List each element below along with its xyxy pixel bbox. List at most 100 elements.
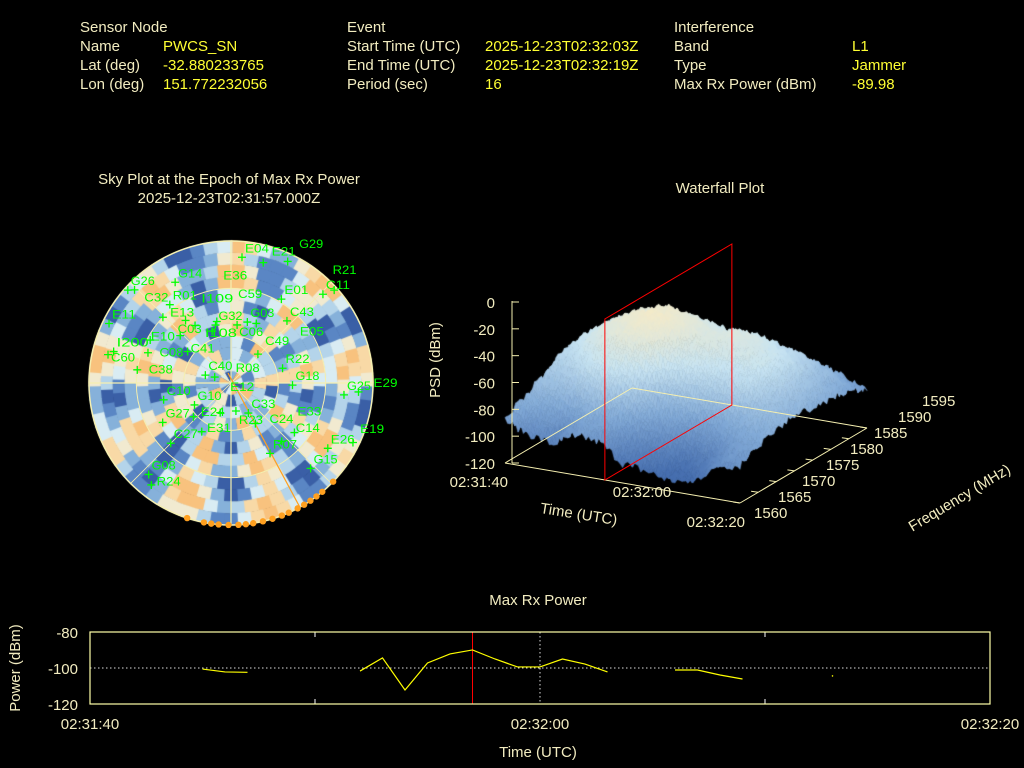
satellite-label: C32 [144, 290, 168, 304]
satellite-label: G25 [347, 379, 371, 393]
satellite-marker [318, 290, 327, 299]
interference-title: Interference [674, 19, 755, 36]
freq-tick-label: 1565 [778, 489, 811, 506]
satellite-label: R01 [173, 289, 197, 303]
freq-tick [823, 447, 831, 450]
plot-frame [89, 631, 991, 705]
satellite-label: E24 [201, 405, 225, 419]
max-power-chart-title: Max Rx Power [489, 592, 587, 609]
lat-label: Lat (deg) [80, 57, 141, 74]
satellite-marker [197, 427, 206, 436]
azimuth-spoke [230, 282, 332, 384]
satellite-label: R21 [333, 263, 357, 277]
satellite-marker [171, 278, 180, 287]
freq-tick-label: 1560 [754, 505, 787, 522]
satellite-label: C10 [167, 384, 191, 398]
period-value: 16 [485, 76, 502, 93]
power-line-segment [359, 649, 608, 691]
period-label: Period (sec) [347, 76, 428, 93]
jammer-marker [285, 509, 292, 516]
satellite-marker [210, 373, 219, 382]
satellite-label: G29 [299, 237, 323, 251]
satellite-label: E12 [230, 380, 254, 394]
satellite-label: C49 [265, 334, 289, 348]
satellite-label: G26 [131, 274, 155, 288]
azimuth-spoke [130, 382, 232, 484]
name-label: Name [80, 38, 121, 55]
jammer-marker [294, 505, 301, 512]
satellite-marker [231, 406, 240, 415]
x-tick-label: 02:32:00 [511, 716, 569, 733]
satellite-marker [290, 428, 299, 437]
satellite-label: C41 [191, 341, 215, 355]
satellite-marker [208, 327, 217, 336]
satellite-marker [143, 348, 152, 357]
jammer-marker [300, 501, 308, 508]
power-line-segment [202, 668, 248, 673]
freq-tick-label: 1570 [802, 473, 835, 490]
x-tick-label: 02:31:40 [61, 716, 119, 733]
z-tick-label: -20 [473, 322, 495, 339]
power-line-segment [675, 669, 743, 680]
y-tick-label: -80 [56, 625, 78, 642]
event-title: Event [347, 19, 386, 36]
epoch-marker-plane [604, 243, 733, 481]
satellite-label: I109 [201, 292, 233, 306]
satellite-label: G18 [295, 369, 319, 383]
satellite-label: C38 [149, 362, 173, 376]
satellite-label: I200 [117, 336, 149, 350]
z-tick-label: -120 [465, 456, 495, 473]
satellite-marker [244, 409, 253, 418]
time-tick-label: 02:32:00 [613, 484, 671, 501]
satellite-marker [253, 350, 262, 359]
max-power-value: -89.98 [852, 76, 895, 93]
waterfall-z-label: PSD (dBm) [427, 322, 444, 398]
satellite-marker [330, 286, 339, 295]
satellite-label: C40 [208, 359, 232, 373]
satellite-label: C14 [296, 421, 320, 435]
satellite-marker [130, 285, 139, 294]
jammer-marker [242, 521, 250, 528]
freq-tick [805, 458, 813, 461]
satellite-label: E19 [360, 422, 384, 436]
satellite-marker [277, 295, 286, 304]
z-tick-label: 0 [487, 295, 495, 312]
jammer-marker [208, 520, 215, 527]
satellite-marker [158, 418, 167, 427]
freq-tick [859, 426, 868, 429]
satellite-marker [288, 381, 297, 390]
satellite-label: G27 [166, 406, 190, 420]
type-label: Type [674, 57, 707, 74]
sensor-node-title: Sensor Node [80, 19, 168, 36]
satellite-marker [283, 257, 292, 266]
satellite-label: G15 [314, 452, 338, 466]
satellite-marker [158, 313, 167, 322]
x-tick-label: 02:32:20 [961, 716, 1019, 733]
base-far-edge [631, 387, 868, 429]
lon-label: Lon (deg) [80, 76, 145, 93]
satellite-label: C11 [326, 278, 350, 292]
satellite-marker [243, 318, 252, 327]
satellite-label: E26 [331, 432, 355, 446]
y-tick-label: -120 [48, 697, 78, 714]
time-axis-label: Time (UTC) [499, 744, 577, 761]
satellite-label: C08 [159, 345, 183, 359]
satellite-label: E31 [207, 421, 231, 435]
waterfall-plot: PSD (dBm) Time (UTC) Frequency (MHz) 0 -2… [427, 243, 1014, 535]
freq-tick-label: 1575 [826, 457, 859, 474]
satellite-label: C43 [290, 305, 314, 319]
satellite-marker [251, 419, 260, 428]
jammer-marker [269, 515, 276, 522]
freq-tick-label: 1580 [850, 441, 883, 458]
satellite-marker [323, 444, 332, 453]
satellite-marker [216, 408, 225, 417]
jammer-marker [319, 488, 326, 495]
z-tick-label: -100 [465, 429, 495, 446]
start-time-label: Start Time (UTC) [347, 38, 461, 55]
time-tick-label: 02:32:20 [687, 514, 745, 531]
z-tick-label: -40 [473, 349, 495, 366]
satellite-marker [123, 286, 132, 295]
satellite-label: R07 [273, 437, 297, 451]
satellite-label: G10 [197, 389, 221, 403]
jammer-marker [225, 521, 232, 529]
